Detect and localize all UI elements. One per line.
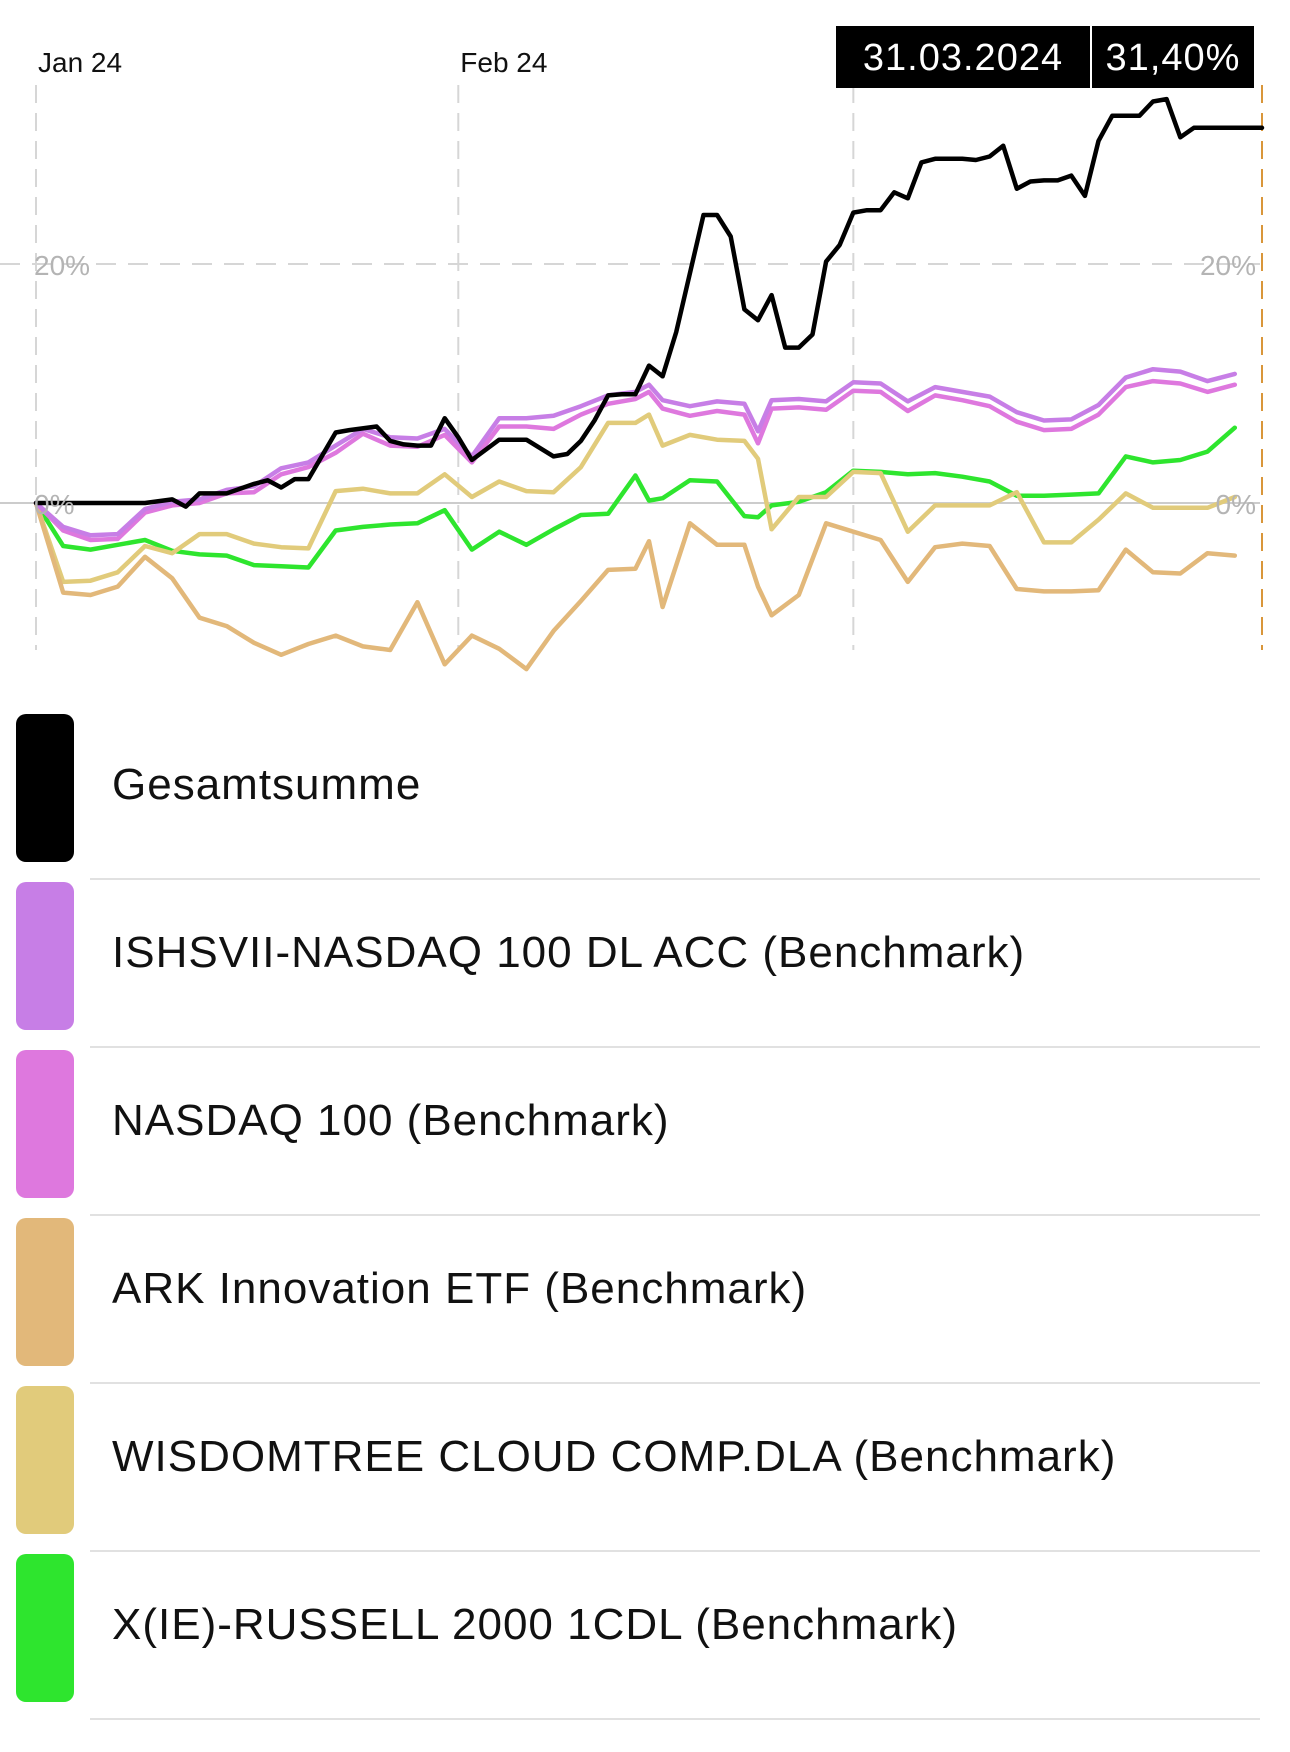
legend-label: X(IE)-RUSSELL 2000 1CDL (Benchmark): [112, 1600, 959, 1649]
tooltip-date-box: [836, 26, 1090, 88]
legend-divider: [90, 1718, 1260, 1720]
legend-label: ARK Innovation ETF (Benchmark): [112, 1264, 808, 1313]
y-tick-label-left-1: 0%: [34, 489, 74, 520]
legend-swatch: [16, 1386, 74, 1534]
legend-divider: [90, 1046, 1260, 1048]
legend-label: NASDAQ 100 (Benchmark): [112, 1096, 670, 1145]
legend-divider: [90, 878, 1260, 880]
legend-label: Gesamtsumme: [112, 760, 422, 809]
legend-swatch: [16, 714, 74, 862]
legend-item[interactable]: ARK Innovation ETF (Benchmark): [0, 1216, 1290, 1384]
legend-item[interactable]: X(IE)-RUSSELL 2000 1CDL (Benchmark): [0, 1552, 1290, 1720]
series-line-2: [33, 378, 1238, 543]
legend-swatch: [16, 1554, 74, 1702]
legend-item[interactable]: NASDAQ 100 (Benchmark): [0, 1048, 1290, 1216]
legend-label: ISHSVII-NASDAQ 100 DL ACC (Benchmark): [112, 928, 1026, 977]
tooltip-date: 31.03.2024: [863, 37, 1063, 79]
legend-swatch: [16, 1050, 74, 1198]
performance-line-chart[interactable]: Jan 24 Feb 24 20% 20% 0% 0% 31.03.2024 31,40%: [0, 0, 1290, 690]
legend-divider: [90, 1382, 1260, 1384]
chart-grid: [0, 85, 1263, 650]
y-tick-label-left-0: 20%: [34, 250, 90, 281]
y-tick-label-right-0: 20%: [1200, 250, 1256, 281]
legend-swatch: [16, 1218, 74, 1366]
legend-divider: [90, 1550, 1260, 1552]
chart-tooltip: 31.03.2024 31,40%: [836, 26, 1254, 88]
x-tick-label-0: Jan 24: [38, 47, 122, 78]
legend-item[interactable]: ISHSVII-NASDAQ 100 DL ACC (Benchmark): [0, 880, 1290, 1048]
legend-swatch: [16, 882, 74, 1030]
series-line-3: [33, 500, 1238, 672]
legend-item[interactable]: Gesamtsumme: [0, 712, 1290, 880]
chart-axis-labels: Jan 24 Feb 24 20% 20% 0% 0%: [34, 47, 1256, 520]
x-tick-label-1: Feb 24: [460, 47, 547, 78]
series-line-5: [33, 425, 1238, 570]
chart-legend: Gesamtsumme ISHSVII-NASDAQ 100 DL ACC (Be…: [0, 712, 1290, 1720]
legend-item[interactable]: WISDOMTREE CLOUD COMP.DLA (Benchmark): [0, 1384, 1290, 1552]
legend-label: WISDOMTREE CLOUD COMP.DLA (Benchmark): [112, 1432, 1117, 1481]
series-line-0: [33, 96, 1265, 509]
tooltip-value-box: [1092, 26, 1254, 88]
chart-series-lines: [33, 96, 1265, 672]
y-tick-label-right-1: 0%: [1216, 489, 1256, 520]
series-line-4: [33, 412, 1238, 585]
tooltip-value: 31,40%: [1106, 37, 1241, 79]
legend-divider: [90, 1214, 1260, 1216]
